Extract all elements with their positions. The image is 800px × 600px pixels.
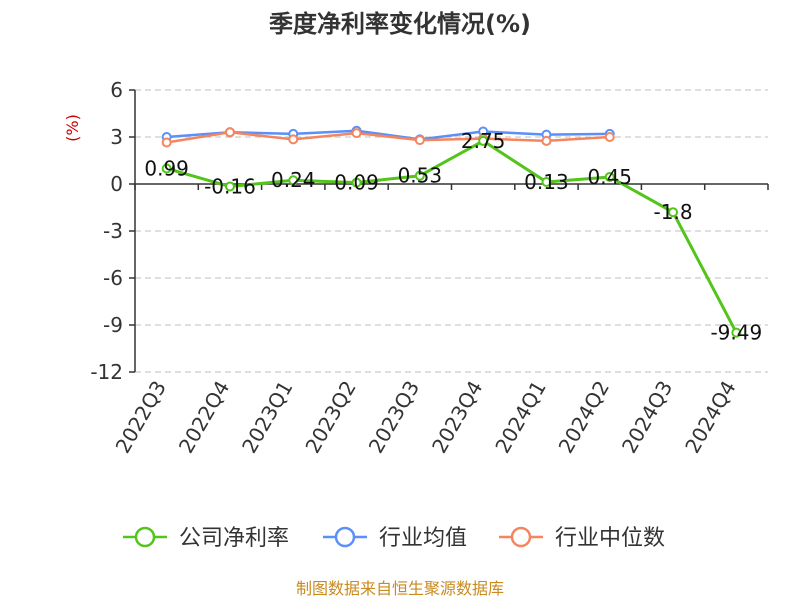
y-tick-label: 0 <box>110 172 123 196</box>
legend-swatch-marker <box>334 526 356 548</box>
data-point <box>731 327 742 338</box>
grid-lines <box>135 89 768 373</box>
x-tick-label: 2022Q3 <box>111 377 171 458</box>
y-tick-label: -9 <box>103 313 123 337</box>
series-line <box>166 139 738 334</box>
series-line <box>166 131 610 144</box>
data-point <box>604 171 615 182</box>
data-label: 0.45 <box>587 165 632 189</box>
legend-swatch-marker <box>134 526 156 548</box>
data-point <box>161 163 172 174</box>
legend-item[interactable]: 公司净利率 <box>123 526 289 551</box>
legend-item[interactable]: 行业中位数 <box>499 526 665 551</box>
data-label: -1.8 <box>654 200 693 224</box>
x-tick-label: 2024Q2 <box>554 377 614 458</box>
data-point <box>351 128 362 139</box>
data-label: 0.53 <box>398 164 443 188</box>
data-point <box>414 170 425 181</box>
data-point <box>541 176 552 187</box>
data-point <box>414 135 425 146</box>
x-tick-label: 2024Q1 <box>490 377 550 458</box>
data-label: 0.24 <box>271 168 316 192</box>
data-point <box>224 127 235 138</box>
data-point <box>668 207 679 218</box>
y-tick-label: 3 <box>110 125 123 149</box>
data-label: 2.75 <box>461 129 506 153</box>
legend-item[interactable]: 行业均值 <box>323 526 467 551</box>
x-tick-label: 2022Q4 <box>174 377 234 458</box>
legend: 公司净利率 行业均值 行业中位数 <box>123 526 665 551</box>
data-point <box>288 175 299 186</box>
legend-label: 公司净利率 <box>179 526 289 551</box>
data-point <box>161 137 172 148</box>
data-labels: 0.99 -0.16 0.24 0.09 0.53 2.75 0.13 0.45 -1.8 -9.… <box>144 129 762 345</box>
y-tick-label: -12 <box>90 360 123 384</box>
data-point <box>604 132 615 142</box>
data-point <box>224 181 235 192</box>
y-axis-unit: (%) <box>63 114 82 142</box>
data-label: 0.13 <box>524 170 569 194</box>
x-tick-label: 2023Q3 <box>364 377 424 458</box>
data-label: -0.16 <box>204 175 256 199</box>
data-point <box>351 177 362 188</box>
y-tick-label: 6 <box>110 78 123 102</box>
x-tick-label: 2023Q1 <box>237 377 297 458</box>
data-label: 0.99 <box>144 156 189 180</box>
x-tick-label: 2023Q4 <box>427 377 487 458</box>
data-label: -9.49 <box>710 321 762 345</box>
chart-title: 季度净利率变化情况(%) <box>269 10 531 38</box>
y-tick-label: -6 <box>103 266 123 290</box>
legend-label: 行业均值 <box>379 526 467 551</box>
data-source: 制图数据来自恒生聚源数据库 <box>296 579 504 598</box>
legend-swatch-marker <box>510 526 532 548</box>
data-point <box>478 135 489 146</box>
data-point <box>541 135 552 146</box>
y-tick-label: -3 <box>103 219 123 243</box>
series-lines <box>161 125 742 338</box>
x-tick-label: 2023Q2 <box>300 377 360 458</box>
x-tick-label: 2024Q4 <box>680 377 740 458</box>
x-tick-label: 2024Q3 <box>617 377 677 458</box>
data-label: 0.09 <box>334 171 379 195</box>
legend-label: 行业中位数 <box>555 526 665 551</box>
data-point <box>288 134 299 145</box>
